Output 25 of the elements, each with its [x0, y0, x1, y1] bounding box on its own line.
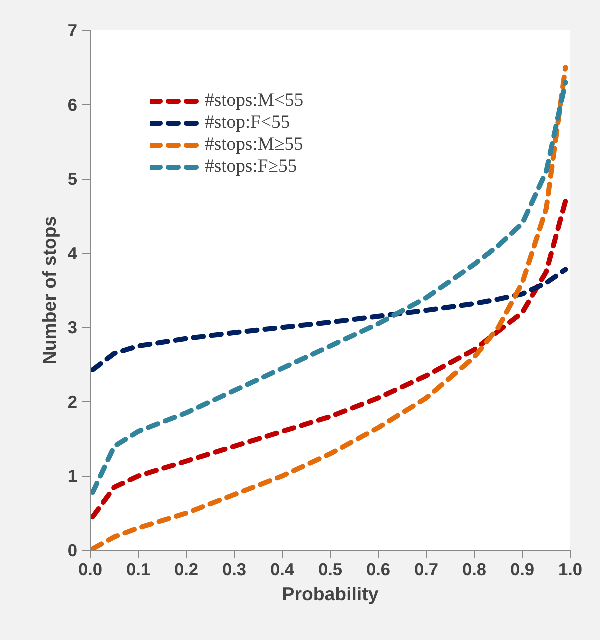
y-tick-label: 1 [68, 466, 78, 486]
y-tick-label: 4 [68, 243, 78, 264]
legend-label: #stops:F≥55 [205, 156, 298, 178]
y-tick-label: 7 [68, 20, 78, 40]
x-tick-label: 0.8 [462, 560, 487, 580]
y-tick-label: 5 [68, 169, 78, 190]
x-tick-label: 0.3 [222, 560, 247, 580]
x-tick-label: 0.2 [174, 560, 199, 580]
x-axis-title: Probability [282, 584, 380, 604]
y-tick-label: 0 [68, 540, 78, 560]
x-tick-label: 0.1 [126, 560, 151, 580]
legend-label: #stop:F<55 [205, 112, 290, 134]
y-tick-label: 3 [68, 318, 78, 338]
y-axis-title: Number of stops [38, 216, 60, 365]
x-tick-label: 0.7 [414, 560, 439, 580]
x-tick-label: 0.0 [78, 560, 103, 580]
x-tick-label: 0.4 [270, 560, 295, 580]
legend-label: #stops:M≥55 [205, 134, 304, 156]
x-tick-label: 0.5 [318, 560, 343, 580]
x-tick-label: 0.9 [510, 560, 535, 580]
y-tick-label: 2 [68, 392, 78, 412]
x-tick-label: 1.0 [558, 560, 583, 580]
y-tick-label: 6 [68, 94, 78, 115]
legend-label: #stops:M<55 [205, 90, 304, 112]
x-tick-label: 0.6 [366, 560, 391, 580]
